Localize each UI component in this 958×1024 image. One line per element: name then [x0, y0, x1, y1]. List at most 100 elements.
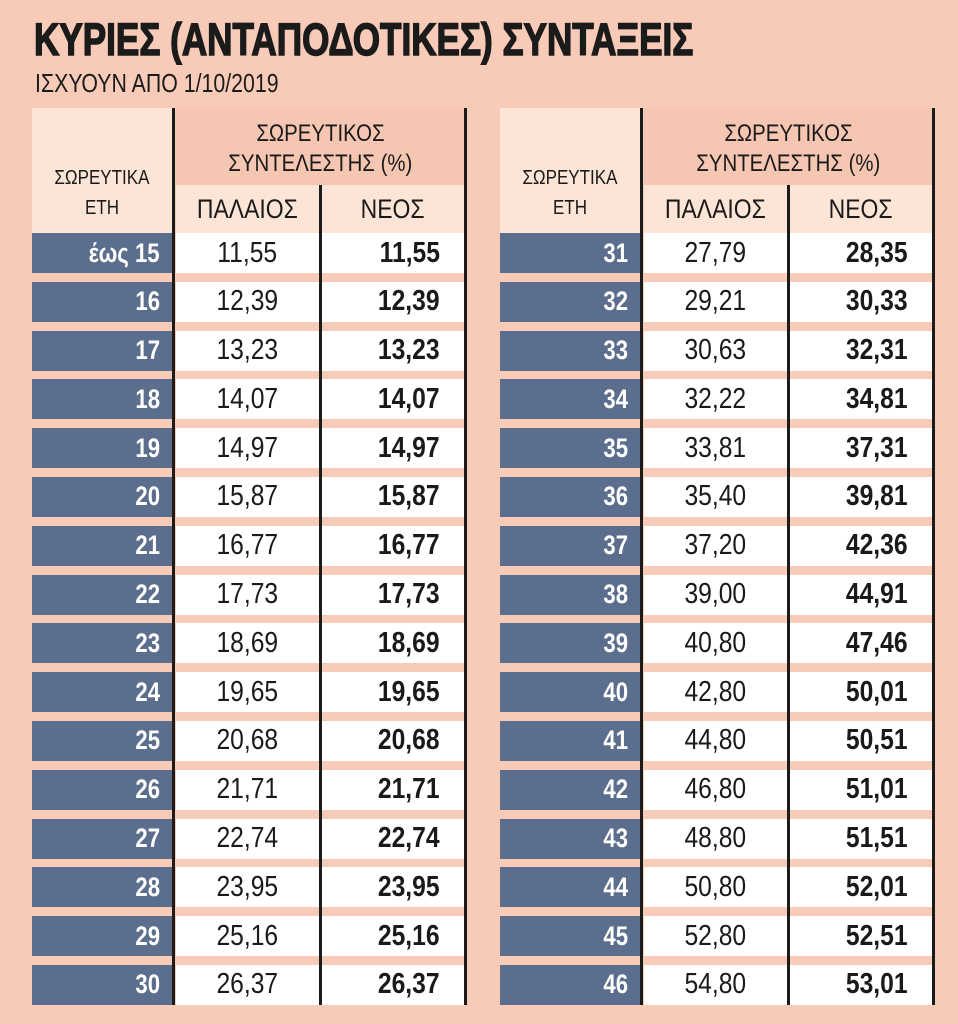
years-cell: 24: [32, 672, 172, 713]
years-cell: 31: [500, 233, 640, 273]
old-coefficient-cell: 46,80: [644, 769, 787, 810]
old-coefficient-cell: 14,97: [176, 428, 319, 469]
years-cell: 18: [32, 379, 172, 420]
years-cell: 19: [32, 428, 172, 469]
new-coefficient-cell: 25,16: [322, 916, 464, 957]
years-cell: έως 15: [32, 233, 172, 273]
old-coefficient-cell: 15,87: [176, 476, 319, 517]
new-coefficient-cell: 20,68: [322, 720, 464, 761]
old-coefficient-cell: 23,95: [176, 867, 319, 908]
header-old: ΠΑΛΑΙΟΣ: [176, 185, 319, 233]
column-divider: [932, 108, 935, 1005]
header-years-line2: ΕΤΗ: [85, 197, 119, 219]
years-cell: 29: [32, 916, 172, 957]
new-coefficient-cell: 30,33: [790, 281, 932, 322]
new-coefficient-cell: 50,51: [790, 720, 932, 761]
old-coefficient-cell: 13,23: [176, 330, 319, 371]
new-coefficient-cell: 52,01: [790, 867, 932, 908]
column-divider: [319, 185, 322, 1005]
column-divider: [172, 108, 175, 1005]
old-coefficient-cell: 12,39: [176, 281, 319, 322]
new-coefficient-cell: 28,35: [790, 233, 932, 273]
header-coefficient: ΣΩΡΕΥΤΙΚΟΣ ΣΥΝΤΕΛΕΣΤΗΣ (%): [176, 108, 464, 185]
header-coef-line2: ΣΥΝΤΕΛΕΣΤΗΣ (%): [227, 149, 413, 177]
new-coefficient-cell: 17,73: [322, 574, 464, 615]
old-coefficient-cell: 48,80: [644, 818, 787, 859]
old-coefficient-cell: 30,63: [644, 330, 787, 371]
years-cell: 42: [500, 769, 640, 810]
years-cell: 32: [500, 281, 640, 322]
new-coefficient-cell: 51,51: [790, 818, 932, 859]
new-coefficient-cell: 44,91: [790, 574, 932, 615]
header-coef-line1: ΣΩΡΕΥΤΙΚΟΣ: [723, 119, 853, 147]
old-coefficient-cell: 32,22: [644, 379, 787, 420]
new-coefficient-cell: 11,55: [322, 233, 464, 273]
new-coefficient-cell: 53,01: [790, 964, 932, 1005]
header-years-line2: ΕΤΗ: [553, 197, 587, 219]
old-coefficient-cell: 25,16: [176, 916, 319, 957]
header-new: ΝΕΟΣ: [322, 185, 464, 233]
new-coefficient-cell: 21,71: [322, 769, 464, 810]
years-cell: 44: [500, 867, 640, 908]
years-cell: 25: [32, 720, 172, 761]
header-coef-line2: ΣΥΝΤΕΛΕΣΤΗΣ (%): [695, 149, 881, 177]
column-divider: [464, 108, 467, 1005]
new-coefficient-cell: 15,87: [322, 476, 464, 517]
old-coefficient-cell: 39,00: [644, 574, 787, 615]
new-coefficient-cell: 32,31: [790, 330, 932, 371]
new-coefficient-cell: 37,31: [790, 428, 932, 469]
years-cell: 27: [32, 818, 172, 859]
header-years-line1: ΣΩΡΕΥΤΙΚΑ: [522, 167, 618, 189]
new-coefficient-cell: 39,81: [790, 476, 932, 517]
page-subtitle: ΙΣΧΥΟΥΝ ΑΠΟ 1/10/2019: [35, 68, 279, 98]
new-coefficient-cell: 14,07: [322, 379, 464, 420]
new-coefficient-cell: 51,01: [790, 769, 932, 810]
years-cell: 21: [32, 525, 172, 566]
new-coefficient-cell: 34,81: [790, 379, 932, 420]
new-coefficient-cell: 14,97: [322, 428, 464, 469]
old-coefficient-cell: 29,21: [644, 281, 787, 322]
years-cell: 36: [500, 476, 640, 517]
header-coefficient: ΣΩΡΕΥΤΙΚΟΣ ΣΥΝΤΕΛΕΣΤΗΣ (%): [644, 108, 932, 185]
new-coefficient-cell: 18,69: [322, 623, 464, 664]
new-coefficient-cell: 47,46: [790, 623, 932, 664]
years-cell: 43: [500, 818, 640, 859]
years-cell: 37: [500, 525, 640, 566]
old-coefficient-cell: 40,80: [644, 623, 787, 664]
old-coefficient-cell: 54,80: [644, 964, 787, 1005]
column-divider: [787, 185, 790, 1005]
old-coefficient-cell: 22,74: [176, 818, 319, 859]
old-coefficient-cell: 37,20: [644, 525, 787, 566]
header-years: ΣΩΡΕΥΤΙΚΑ ΕΤΗ: [32, 108, 172, 233]
years-cell: 30: [32, 964, 172, 1005]
new-coefficient-cell: 16,77: [322, 525, 464, 566]
old-coefficient-cell: 11,55: [176, 233, 319, 273]
column-divider: [640, 108, 643, 1005]
header-years-line1: ΣΩΡΕΥΤΙΚΑ: [54, 167, 150, 189]
old-coefficient-cell: 27,79: [644, 233, 787, 273]
old-coefficient-cell: 17,73: [176, 574, 319, 615]
years-cell: 34: [500, 379, 640, 420]
old-coefficient-cell: 33,81: [644, 428, 787, 469]
old-coefficient-cell: 42,80: [644, 672, 787, 713]
new-coefficient-cell: 13,23: [322, 330, 464, 371]
years-cell: 28: [32, 867, 172, 908]
header-years: ΣΩΡΕΥΤΙΚΑ ΕΤΗ: [500, 108, 640, 233]
years-cell: 46: [500, 964, 640, 1005]
years-cell: 33: [500, 330, 640, 371]
new-coefficient-cell: 12,39: [322, 281, 464, 322]
old-coefficient-cell: 26,37: [176, 964, 319, 1005]
years-cell: 16: [32, 281, 172, 322]
new-coefficient-cell: 22,74: [322, 818, 464, 859]
old-coefficient-cell: 14,07: [176, 379, 319, 420]
years-cell: 35: [500, 428, 640, 469]
old-coefficient-cell: 16,77: [176, 525, 319, 566]
header-old: ΠΑΛΑΙΟΣ: [644, 185, 787, 233]
new-coefficient-cell: 23,95: [322, 867, 464, 908]
years-cell: 23: [32, 623, 172, 664]
old-coefficient-cell: 44,80: [644, 720, 787, 761]
header-new: ΝΕΟΣ: [790, 185, 932, 233]
old-coefficient-cell: 18,69: [176, 623, 319, 664]
new-coefficient-cell: 19,65: [322, 672, 464, 713]
page-title: ΚΥΡΙΕΣ (ΑΝΤΑΠΟΔΟΤΙΚΕΣ) ΣΥΝΤΑΞΕΙΣ: [33, 13, 694, 66]
